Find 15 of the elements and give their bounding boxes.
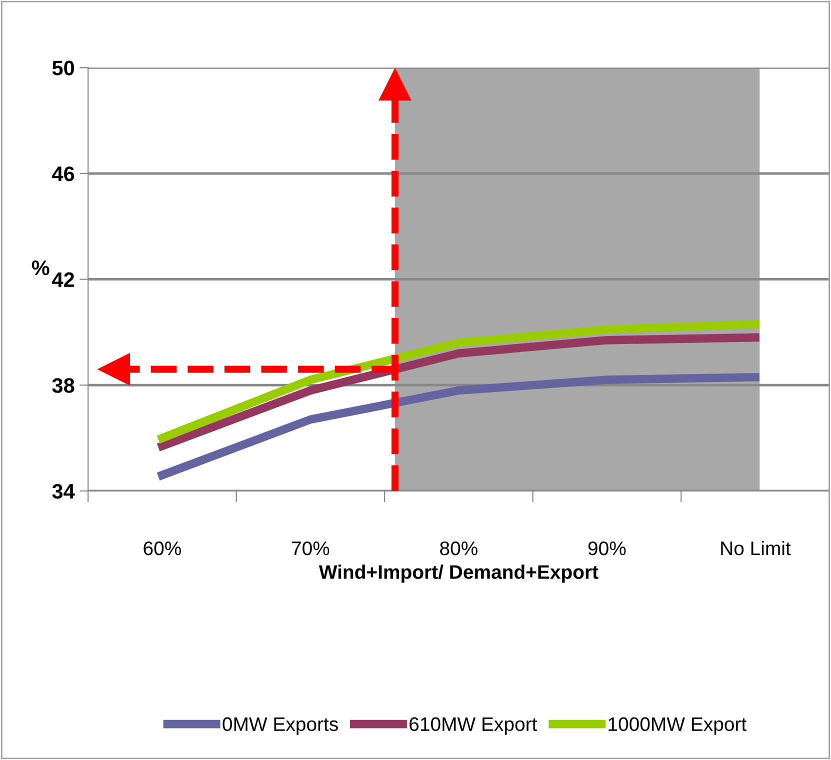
x-tick-label: No Limit [721, 540, 791, 556]
legend-label: 610MW Export [410, 717, 538, 735]
x-tick-label: 70% [292, 541, 330, 556]
legend-label: 1000MW Export [608, 717, 746, 735]
y-tick-label: 50 [52, 60, 74, 76]
x-tick-label: 90% [588, 541, 626, 556]
y-tick-label: 38 [52, 378, 74, 393]
x-tick-label: 60% [144, 541, 181, 556]
x-axis-title: Wind+Import/ Demand+Export [318, 564, 598, 583]
y-axis-title: % [32, 260, 50, 276]
y-tick-label: 46 [52, 166, 74, 182]
x-tick-label: 80% [440, 541, 478, 556]
legend-label: 0MW Exports [222, 717, 338, 735]
y-tick-label: 42 [52, 272, 74, 287]
y-tick-label: 34 [52, 484, 75, 499]
